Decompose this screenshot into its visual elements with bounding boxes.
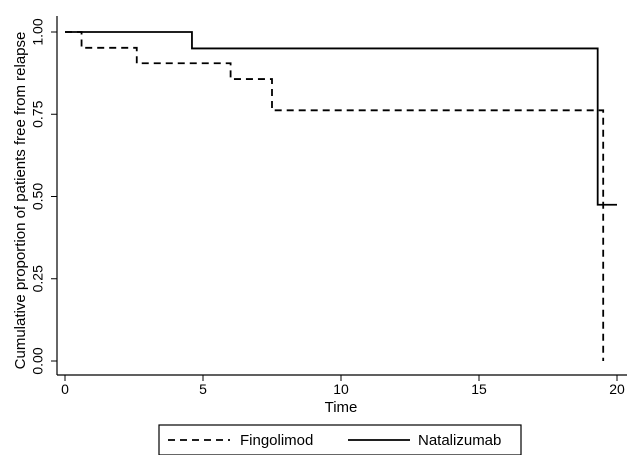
- y-tick-label: 0.50: [30, 183, 46, 210]
- y-tick-label: 0.00: [30, 347, 46, 374]
- series-line-fingolimod: [65, 31, 605, 361]
- legend-label-fingolimod: Fingolimod: [240, 432, 313, 449]
- x-tick-label: 20: [609, 381, 625, 397]
- axes-layer: 0.00 0.25 0.50 0.75 1.00 0 5 10 15 20: [30, 18, 625, 397]
- series-line-natalizumab: [65, 31, 617, 206]
- y-tick-label: 0.25: [30, 265, 46, 292]
- x-tick-label: 15: [471, 381, 487, 397]
- series-layer: [65, 31, 617, 361]
- y-tick-label: 0.75: [30, 100, 46, 127]
- legend: Fingolimod Natalizumab: [158, 424, 522, 455]
- plot-area: [56, 16, 627, 376]
- y-axis-title: Cumulative proportion of patients free f…: [12, 32, 29, 370]
- x-tick-label: 10: [333, 381, 349, 397]
- x-axis-title: Time: [325, 399, 358, 416]
- x-tick-label: 5: [199, 381, 207, 397]
- x-tick-label: 0: [61, 381, 69, 397]
- legend-label-natalizumab: Natalizumab: [418, 432, 501, 449]
- y-tick-label: 1.00: [30, 18, 46, 45]
